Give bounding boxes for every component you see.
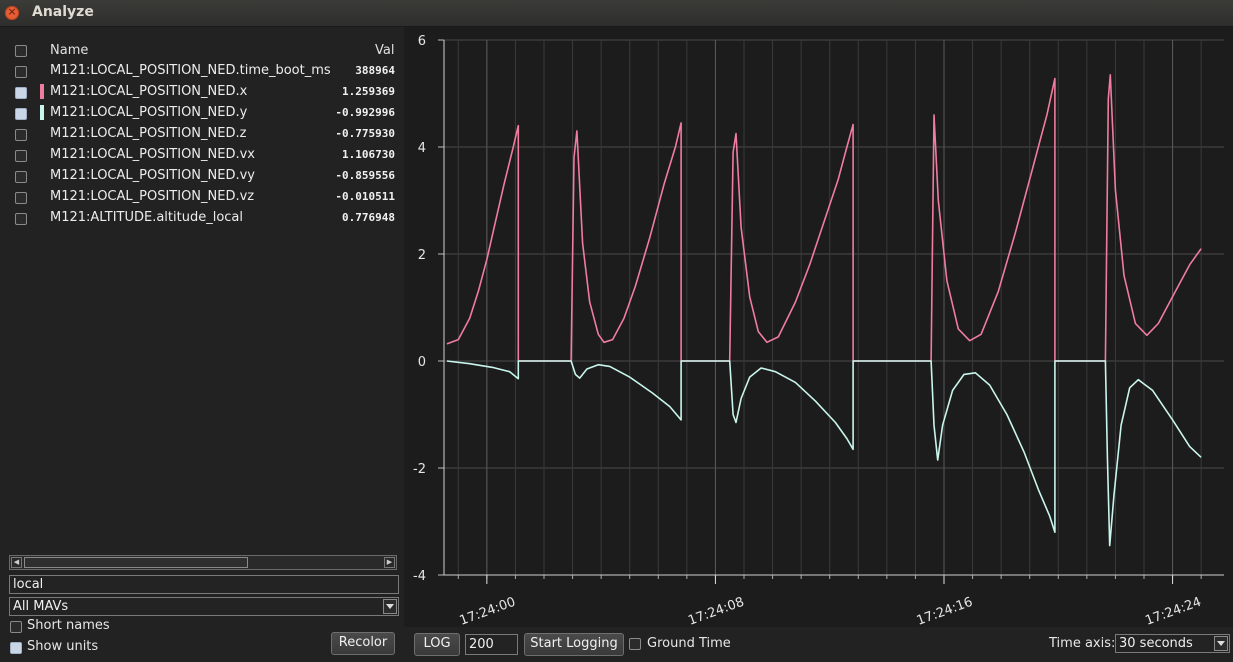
field-name: M121:LOCAL_POSITION_NED.x: [50, 84, 248, 99]
filter-input[interactable]: local: [9, 575, 399, 594]
field-name: M121:LOCAL_POSITION_NED.z: [50, 126, 247, 141]
field-checkbox[interactable]: [15, 192, 27, 204]
field-checkbox[interactable]: [15, 150, 27, 162]
plot-area[interactable]: -4 -2 0 2 4 6 17:24:00 17:24:08 17:24:16 17:24:24: [404, 27, 1233, 629]
start-logging-button[interactable]: Start Logging: [524, 633, 624, 656]
field-name: M121:LOCAL_POSITION_NED.vy: [50, 168, 255, 183]
field-row[interactable]: M121:LOCAL_POSITION_NED.vx 1.106730: [0, 145, 404, 166]
field-row[interactable]: M121:LOCAL_POSITION_NED.vz -0.010511: [0, 187, 404, 208]
scrollbar-thumb[interactable]: [24, 557, 248, 568]
short-names-label: Short names: [27, 618, 110, 633]
window-title: Analyze: [32, 4, 94, 20]
title-bar: × Analyze: [0, 0, 1233, 27]
field-row[interactable]: M121:LOCAL_POSITION_NED.vy -0.859556: [0, 166, 404, 187]
series-color-swatch: [40, 105, 44, 120]
time-axis-label: Time axis:: [1049, 636, 1116, 651]
left-panel: Name Val M121:LOCAL_POSITION_NED.time_bo…: [0, 27, 404, 662]
field-name: M121:ALTITUDE.altitude_local: [50, 210, 244, 225]
field-value: -0.775930: [335, 127, 395, 140]
field-checkbox[interactable]: [15, 129, 27, 141]
scroll-right-icon[interactable]: ▶: [384, 557, 395, 568]
close-icon: ×: [7, 5, 17, 18]
recolor-button[interactable]: Recolor: [331, 632, 395, 655]
value-column-header[interactable]: Val: [375, 43, 395, 58]
y-tick-label: -2: [413, 462, 426, 477]
field-name: M121:LOCAL_POSITION_NED.vz: [50, 189, 255, 204]
field-checkbox[interactable]: [15, 87, 27, 99]
field-checkbox[interactable]: [15, 108, 27, 120]
log-rate-input[interactable]: 200: [465, 634, 518, 655]
field-row[interactable]: M121:LOCAL_POSITION_NED.y -0.992996: [0, 103, 404, 124]
field-value: 0.776948: [342, 211, 395, 224]
field-checkbox[interactable]: [15, 213, 27, 225]
time-axis-select[interactable]: 30 seconds: [1115, 634, 1230, 653]
ground-time-checkbox[interactable]: [629, 638, 641, 650]
y-tick-label: 2: [418, 248, 426, 263]
field-value: -0.010511: [335, 190, 395, 203]
field-value: 1.106730: [342, 148, 395, 161]
field-value: -0.859556: [335, 169, 395, 182]
field-row[interactable]: M121:LOCAL_POSITION_NED.z -0.775930: [0, 124, 404, 145]
log-button[interactable]: LOG: [414, 633, 460, 656]
field-value: -0.992996: [335, 106, 395, 119]
select-all-checkbox[interactable]: [15, 45, 27, 57]
mav-select-value: All MAVs: [13, 599, 69, 614]
field-name: M121:LOCAL_POSITION_NED.vx: [50, 147, 255, 162]
show-units-checkbox[interactable]: [10, 642, 22, 654]
show-units-label: Show units: [27, 639, 99, 654]
ground-time-label: Ground Time: [647, 636, 731, 651]
chart-series: [446, 74, 1202, 547]
horizontal-scrollbar[interactable]: ◀ ▶: [9, 555, 397, 570]
field-name: M121:LOCAL_POSITION_NED.time_boot_ms: [50, 63, 331, 78]
mav-select[interactable]: All MAVs: [9, 597, 399, 616]
bottom-toolbar: LOG 200 Start Logging Ground Time Time a…: [404, 628, 1233, 662]
field-checkbox[interactable]: [15, 171, 27, 183]
field-name: M121:LOCAL_POSITION_NED.y: [50, 105, 248, 120]
short-names-checkbox[interactable]: [10, 621, 22, 633]
name-column-header[interactable]: Name: [50, 43, 89, 58]
scroll-left-icon[interactable]: ◀: [11, 557, 22, 568]
field-value: 1.259369: [342, 85, 395, 98]
y-tick-label: 4: [418, 141, 426, 156]
close-button[interactable]: ×: [5, 5, 19, 20]
chevron-down-icon[interactable]: [1214, 636, 1228, 651]
field-row[interactable]: M121:ALTITUDE.altitude_local 0.776948: [0, 208, 404, 229]
series-line: [446, 360, 1202, 547]
field-row[interactable]: M121:LOCAL_POSITION_NED.x 1.259369: [0, 82, 404, 103]
field-row[interactable]: M121:LOCAL_POSITION_NED.time_boot_ms 3889…: [0, 61, 404, 82]
field-checkbox[interactable]: [15, 66, 27, 78]
time-axis-value: 30 seconds: [1119, 636, 1193, 651]
y-tick-label: -4: [413, 569, 426, 584]
chart-grid: [444, 39, 1224, 576]
series-color-swatch: [40, 84, 44, 99]
y-tick-label: 0: [418, 355, 426, 370]
chevron-down-icon[interactable]: [383, 599, 397, 614]
y-tick-label: 6: [418, 34, 426, 49]
chart-background: [404, 27, 1233, 627]
field-value: 388964: [355, 64, 395, 77]
